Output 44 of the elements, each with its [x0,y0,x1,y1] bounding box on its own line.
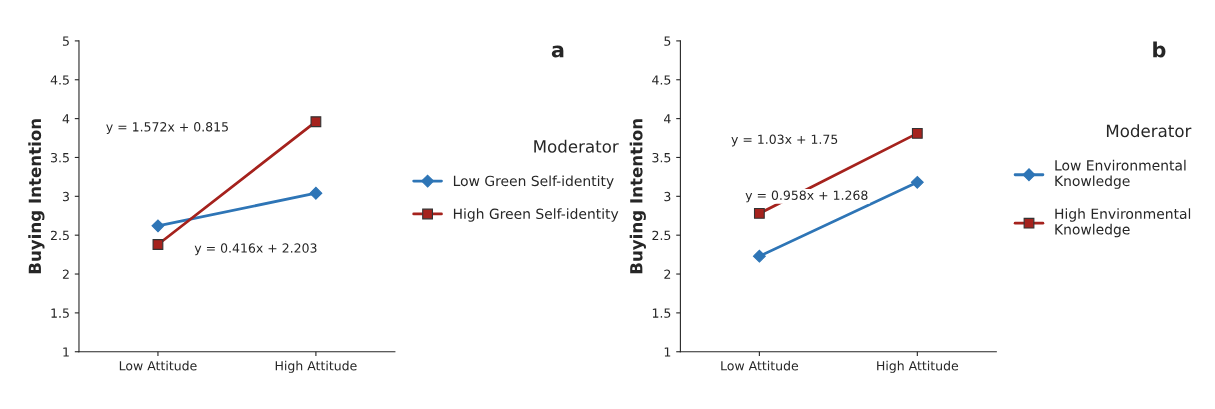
point [310,116,322,128]
legend-title: Moderator [1106,124,1192,138]
y-tick-label: 1 [664,347,671,357]
y-tick-label: 1.5 [652,308,671,318]
annotation: y = 1.572x + 0.815 [106,122,228,134]
y-tick-label: 4.5 [50,75,69,85]
y-tick-label: 1.5 [51,308,69,318]
y-tick-label: 2.5 [50,230,69,241]
text: b [1153,41,1166,58]
legend-label: Low Green Self-identity [453,175,614,189]
x-tick-label: High Attitude [877,360,959,373]
y-tick-label: 2 [664,269,671,279]
point [152,239,164,250]
point [753,208,765,219]
x-tick-label: Low Attitude [119,360,197,371]
y-tick-label: 3 [62,191,69,202]
legend-label: High Environmental Knowledge [1055,208,1191,238]
y-tick-label: 4 [62,114,70,124]
annotation: y = 0.958x + 1.268 [745,190,868,203]
legend-label: Low Environmental Knowledge [1055,159,1186,189]
y-tick-label: 1 [63,347,69,357]
y-tick-label: 5 [664,36,671,46]
point [911,127,923,139]
y-axis-title: Buying Intention [629,119,646,274]
y-tick-label: 3.5 [51,152,69,163]
legend-label: High Green Self-identity [453,208,619,222]
y-tick-label: 4.5 [652,75,671,85]
point [752,249,766,263]
y-axis-title: Buying Intention [28,119,45,274]
y-tick-label: 2 [62,269,69,279]
x-tick-label: High Attitude [275,360,357,373]
text: a [551,45,564,58]
y-tick-label: 3.5 [652,152,671,163]
legend-title: Moderator [534,139,619,153]
y-tick-label: 2.5 [652,230,671,241]
x-tick-label: Low Attitude [721,360,799,371]
point [910,175,924,189]
y-tick-label: 4 [664,114,671,124]
annotation: y = 0.416x + 2.203 [194,243,317,256]
point [151,219,165,233]
point [309,186,323,200]
y-tick-label: 5 [62,36,69,46]
y-tick-label: 3 [664,191,671,202]
annotation: y = 1.03x + 1.75 [731,134,838,147]
